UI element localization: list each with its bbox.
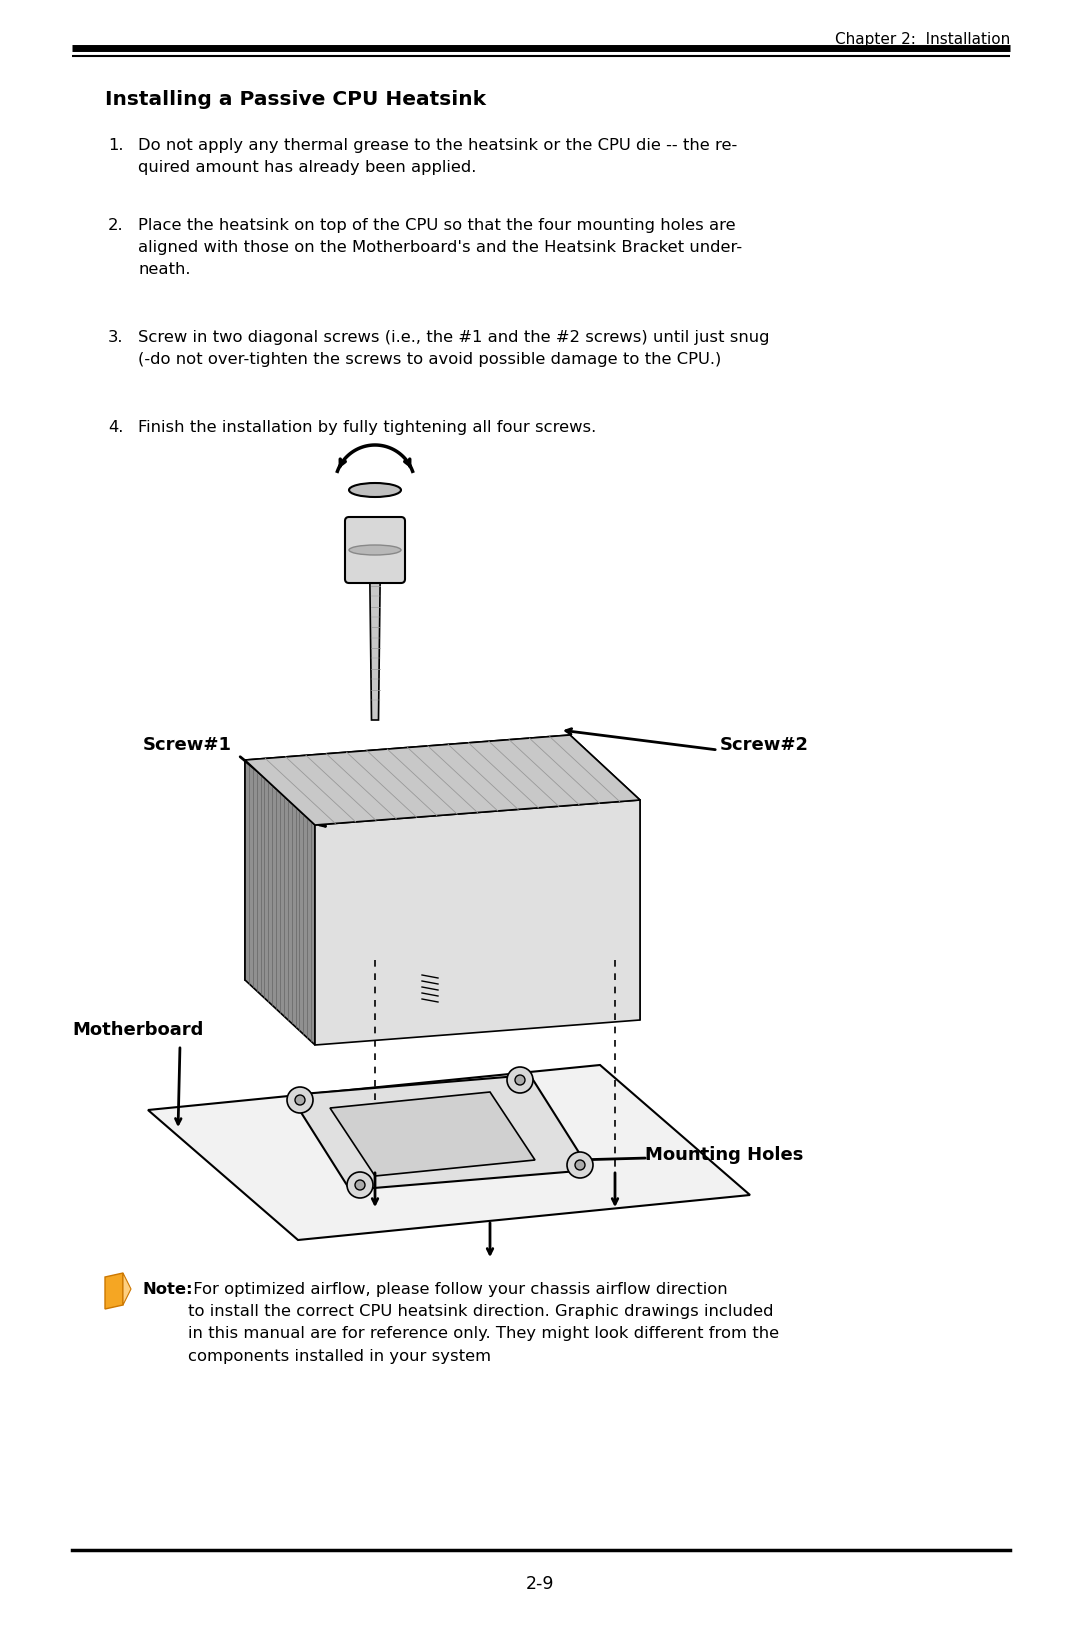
Ellipse shape xyxy=(349,483,401,497)
Text: Finish the installation by fully tightening all four screws.: Finish the installation by fully tighten… xyxy=(138,421,596,436)
Polygon shape xyxy=(245,734,640,825)
Text: Screw#2: Screw#2 xyxy=(720,736,809,754)
Polygon shape xyxy=(291,1076,590,1190)
Text: Installing a Passive CPU Heatsink: Installing a Passive CPU Heatsink xyxy=(105,91,486,109)
Circle shape xyxy=(287,1087,313,1114)
Text: Do not apply any thermal grease to the heatsink or the CPU die -- the re-
quired: Do not apply any thermal grease to the h… xyxy=(138,139,738,175)
Circle shape xyxy=(575,1160,585,1170)
Circle shape xyxy=(515,1076,525,1086)
Text: 3.: 3. xyxy=(108,330,123,345)
Polygon shape xyxy=(330,1092,535,1176)
Polygon shape xyxy=(123,1274,131,1305)
Ellipse shape xyxy=(349,544,401,554)
Circle shape xyxy=(507,1068,534,1092)
Circle shape xyxy=(347,1172,373,1198)
Text: 4.: 4. xyxy=(108,421,123,436)
Text: Chapter 2:  Installation: Chapter 2: Installation xyxy=(835,31,1010,46)
Polygon shape xyxy=(369,549,380,719)
Text: Mounting Holes: Mounting Holes xyxy=(645,1147,804,1163)
Text: 1.: 1. xyxy=(108,139,123,153)
Text: 2.: 2. xyxy=(108,218,123,233)
Text: For optimized airflow, please follow your chassis airflow direction
to install t: For optimized airflow, please follow you… xyxy=(188,1282,779,1363)
Polygon shape xyxy=(148,1064,750,1241)
Text: Note:: Note: xyxy=(141,1282,192,1297)
Polygon shape xyxy=(105,1274,123,1308)
Polygon shape xyxy=(245,734,570,980)
Circle shape xyxy=(355,1180,365,1190)
Polygon shape xyxy=(245,761,315,1044)
Text: Screw#1: Screw#1 xyxy=(143,736,232,754)
Text: Place the heatsink on top of the CPU so that the four mounting holes are
aligned: Place the heatsink on top of the CPU so … xyxy=(138,218,742,277)
Circle shape xyxy=(567,1152,593,1178)
Text: Motherboard: Motherboard xyxy=(72,1021,203,1040)
Polygon shape xyxy=(315,800,640,1044)
Text: 2-9: 2-9 xyxy=(526,1576,554,1592)
FancyBboxPatch shape xyxy=(345,516,405,582)
Circle shape xyxy=(295,1096,305,1106)
Text: Screw in two diagonal screws (i.e., the #1 and the #2 screws) until just snug
(-: Screw in two diagonal screws (i.e., the … xyxy=(138,330,769,368)
Polygon shape xyxy=(570,734,640,1020)
